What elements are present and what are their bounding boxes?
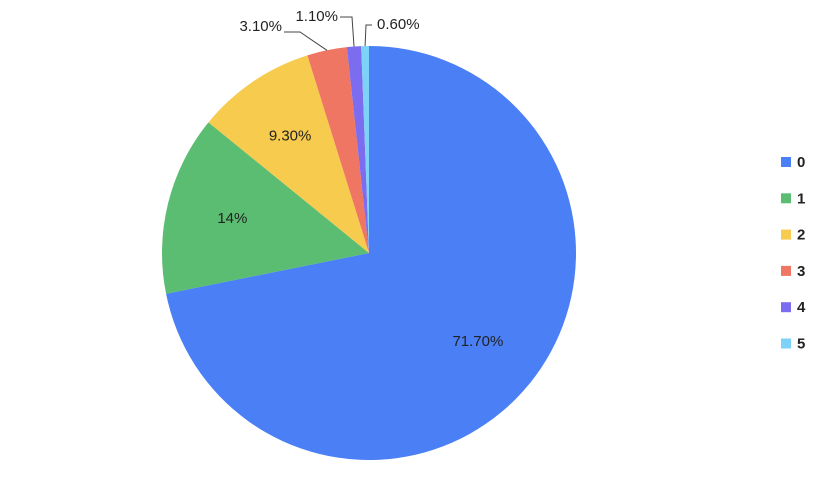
- legend-swatch: [781, 157, 791, 167]
- leader-line: [364, 24, 372, 47]
- pie-slice: [208, 55, 369, 254]
- legend-label: 0: [797, 154, 805, 171]
- pie-slice: [162, 122, 369, 294]
- pie-slice: [361, 46, 369, 253]
- legend-swatch: [781, 265, 791, 276]
- legend-swatch: [781, 193, 791, 204]
- legend-swatch: [781, 229, 791, 240]
- pie-slice: [307, 47, 369, 253]
- data-label: 0.60%: [377, 16, 420, 33]
- legend-swatch: [781, 302, 791, 313]
- data-label: 1.10%: [295, 8, 338, 25]
- data-label: 9.30%: [269, 127, 312, 144]
- legend-label: 4: [797, 299, 806, 316]
- leader-line: [340, 16, 355, 47]
- pie-slice: [166, 46, 577, 460]
- data-label: 3.10%: [239, 18, 282, 35]
- leader-line: [284, 31, 328, 51]
- legend-label: 5: [797, 335, 805, 352]
- legend-label: 2: [797, 227, 805, 244]
- legend-label: 3: [797, 263, 805, 280]
- legend-label: 1: [797, 190, 805, 207]
- pie-slice: [346, 46, 369, 253]
- data-label: 14%: [217, 210, 247, 227]
- legend-swatch: [781, 338, 791, 349]
- data-label: 71.70%: [452, 333, 503, 350]
